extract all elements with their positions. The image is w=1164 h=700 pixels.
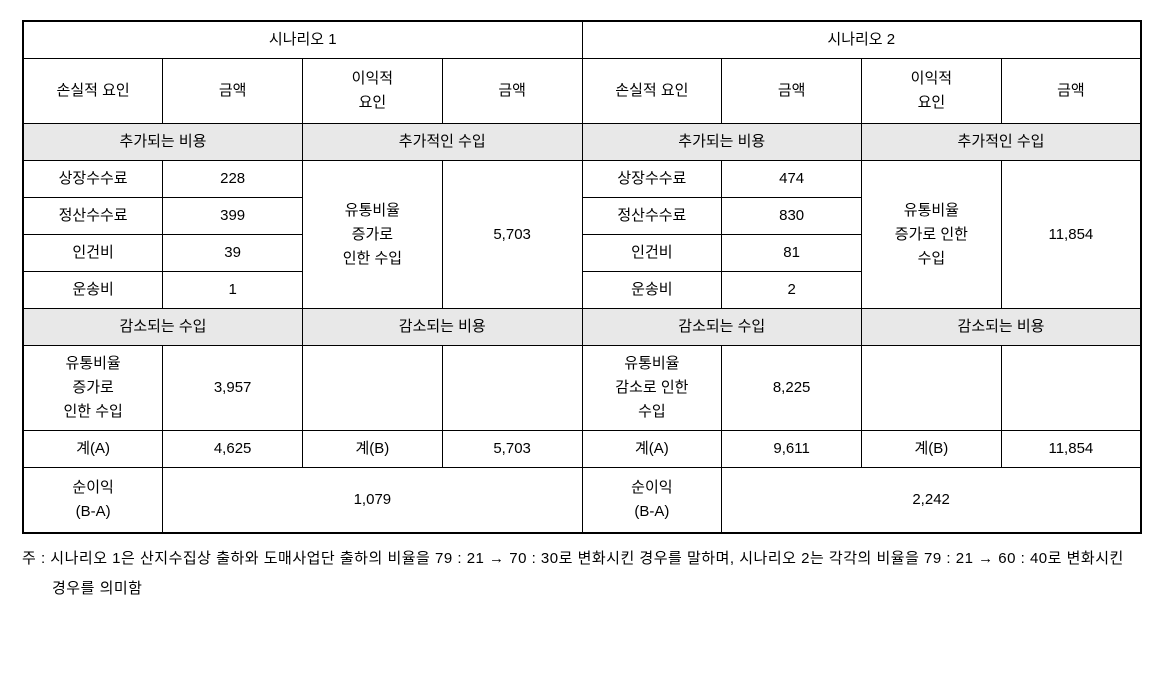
net-profit-label-s2: 순이익(B-A) (582, 468, 722, 534)
label-labor-s2: 인건비 (582, 235, 722, 272)
reduced-cost-label-s1 (303, 346, 443, 431)
net-profit-label-s1: 순이익(B-A) (23, 468, 163, 534)
total-b-label-s2: 계(B) (862, 431, 1002, 468)
val-settlement-fee-s1: 399 (163, 198, 303, 235)
label-listing-fee-s2: 상장수수료 (582, 161, 722, 198)
val-labor-s2: 81 (722, 235, 862, 272)
label-settlement-fee-s1: 정산수수료 (23, 198, 163, 235)
scenario-2-header: 시나리오 2 (582, 21, 1141, 59)
total-b-label-s1: 계(B) (303, 431, 443, 468)
profit-label-s1: 유통비율증가로인한 수입 (303, 161, 443, 309)
sub-added-cost-s1: 추가되는 비용 (23, 124, 303, 161)
scenario-1-header: 시나리오 1 (23, 21, 582, 59)
row-listing-fee: 상장수수료 228 유통비율증가로인한 수입 5,703 상장수수료 474 유… (23, 161, 1141, 198)
col-loss-factor-s1: 손실적 요인 (23, 59, 163, 124)
col-amount-s1a: 금액 (163, 59, 303, 124)
sub-added-income-s2: 추가적인 수입 (862, 124, 1142, 161)
total-b-val-s1: 5,703 (442, 431, 582, 468)
reduced-income-val-s1: 3,957 (163, 346, 303, 431)
col-profit-factor-s2: 이익적요인 (862, 59, 1002, 124)
row-reduced-income: 유통비율증가로인한 수입 3,957 유통비율감소로 인한수입 8,225 (23, 346, 1141, 431)
label-transport-s1: 운송비 (23, 272, 163, 309)
sub-reduced-cost-s2: 감소되는 비용 (862, 309, 1142, 346)
label-labor-s1: 인건비 (23, 235, 163, 272)
reduced-income-label-s2: 유통비율감소로 인한수입 (582, 346, 722, 431)
total-a-val-s1: 4,625 (163, 431, 303, 468)
net-profit-val-s1: 1,079 (163, 468, 582, 534)
subheader-row-1: 추가되는 비용 추가적인 수입 추가되는 비용 추가적인 수입 (23, 124, 1141, 161)
reduced-cost-val-s2 (1001, 346, 1141, 431)
val-transport-s2: 2 (722, 272, 862, 309)
reduced-cost-val-s1 (442, 346, 582, 431)
label-settlement-fee-s2: 정산수수료 (582, 198, 722, 235)
profit-label-s2: 유통비율증가로 인한수입 (862, 161, 1002, 309)
row-net-profit: 순이익(B-A) 1,079 순이익(B-A) 2,242 (23, 468, 1141, 534)
header-row-columns: 손실적 요인 금액 이익적요인 금액 손실적 요인 금액 이익적요인 금액 (23, 59, 1141, 124)
footnote: 주 : 시나리오 1은 산지수집상 출하와 도매사업단 출하의 비율을 79 :… (22, 544, 1142, 604)
reduced-cost-label-s2 (862, 346, 1002, 431)
sub-reduced-cost-s1: 감소되는 비용 (303, 309, 583, 346)
label-transport-s2: 운송비 (582, 272, 722, 309)
scenario-comparison-table: 시나리오 1 시나리오 2 손실적 요인 금액 이익적요인 금액 손실적 요인 … (22, 20, 1142, 534)
subheader-row-2: 감소되는 수입 감소되는 비용 감소되는 수입 감소되는 비용 (23, 309, 1141, 346)
col-amount-s2b: 금액 (1001, 59, 1141, 124)
sub-reduced-income-s2: 감소되는 수입 (582, 309, 862, 346)
reduced-income-label-s1: 유통비율증가로인한 수입 (23, 346, 163, 431)
col-profit-factor-s1: 이익적요인 (303, 59, 443, 124)
val-listing-fee-s2: 474 (722, 161, 862, 198)
total-a-val-s2: 9,611 (722, 431, 862, 468)
net-profit-val-s2: 2,242 (722, 468, 1141, 534)
val-transport-s1: 1 (163, 272, 303, 309)
total-b-val-s2: 11,854 (1001, 431, 1141, 468)
sub-added-income-s1: 추가적인 수입 (303, 124, 583, 161)
col-amount-s2a: 금액 (722, 59, 862, 124)
row-totals: 계(A) 4,625 계(B) 5,703 계(A) 9,611 계(B) 11… (23, 431, 1141, 468)
label-listing-fee-s1: 상장수수료 (23, 161, 163, 198)
val-settlement-fee-s2: 830 (722, 198, 862, 235)
profit-income-s2: 11,854 (1001, 161, 1141, 309)
sub-added-cost-s2: 추가되는 비용 (582, 124, 862, 161)
profit-income-s1: 5,703 (442, 161, 582, 309)
val-listing-fee-s1: 228 (163, 161, 303, 198)
col-amount-s1b: 금액 (442, 59, 582, 124)
col-loss-factor-s2: 손실적 요인 (582, 59, 722, 124)
header-row-scenarios: 시나리오 1 시나리오 2 (23, 21, 1141, 59)
total-a-label-s1: 계(A) (23, 431, 163, 468)
total-a-label-s2: 계(A) (582, 431, 722, 468)
sub-reduced-income-s1: 감소되는 수입 (23, 309, 303, 346)
reduced-income-val-s2: 8,225 (722, 346, 862, 431)
val-labor-s1: 39 (163, 235, 303, 272)
